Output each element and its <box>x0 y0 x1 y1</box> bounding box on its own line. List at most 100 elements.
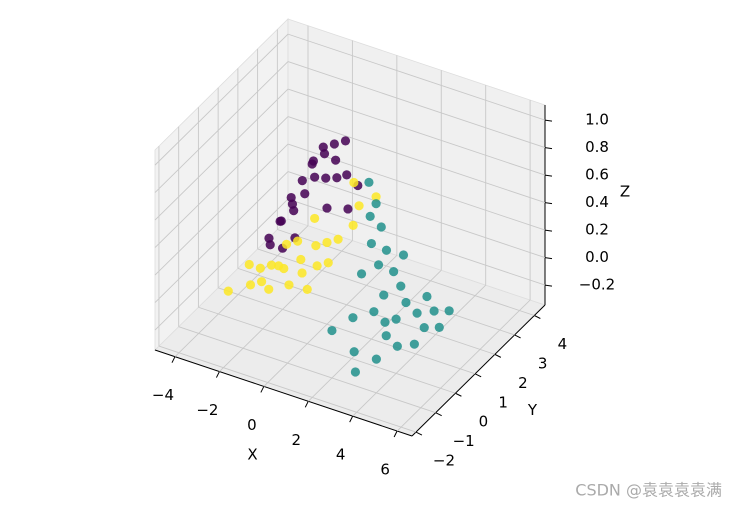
point <box>422 291 432 302</box>
point <box>356 269 367 279</box>
grid-line <box>154 198 289 331</box>
point <box>284 280 294 290</box>
x-tick-label: −2 <box>196 401 218 419</box>
grid-line <box>154 33 289 166</box>
point <box>364 177 374 187</box>
y-tick-label: −2 <box>433 452 455 470</box>
point <box>381 331 391 341</box>
point <box>389 267 399 277</box>
point <box>343 204 353 214</box>
point <box>256 277 267 287</box>
point <box>296 254 306 265</box>
z-tick <box>544 257 553 260</box>
point <box>371 354 381 364</box>
point <box>379 290 389 300</box>
point <box>380 317 390 327</box>
point <box>264 233 274 243</box>
point <box>412 308 422 318</box>
point <box>255 263 265 273</box>
grid-line <box>352 284 487 417</box>
point <box>348 220 358 230</box>
point <box>293 236 303 246</box>
x-tick <box>215 371 220 378</box>
point <box>391 314 401 324</box>
z-tick <box>544 147 553 150</box>
y-tick-label: 0 <box>479 413 489 431</box>
grid-line <box>287 171 546 259</box>
point <box>376 222 386 232</box>
grid-line <box>218 287 476 375</box>
point <box>318 142 328 152</box>
point <box>279 263 289 274</box>
grid-line <box>158 345 417 433</box>
z-tick-label: 0.0 <box>585 248 609 266</box>
point <box>276 216 286 226</box>
grid-line <box>287 88 546 176</box>
grid-line <box>287 143 546 231</box>
y-tick-label: 3 <box>538 354 548 372</box>
point <box>333 234 343 244</box>
point <box>396 281 406 291</box>
point <box>373 260 384 270</box>
x-tick <box>349 415 354 423</box>
point <box>409 339 419 349</box>
point <box>223 286 233 296</box>
point <box>342 170 352 180</box>
point <box>366 238 377 249</box>
y-tick <box>455 392 462 397</box>
point <box>329 139 339 149</box>
point <box>369 307 379 317</box>
y-tick <box>415 431 423 436</box>
point <box>323 258 333 268</box>
y-tick-label: −1 <box>453 432 475 450</box>
grid-line <box>263 255 398 387</box>
y-axis-label: Y <box>527 401 538 419</box>
grid-line <box>287 198 546 286</box>
point <box>297 268 307 278</box>
y-tick <box>435 412 442 417</box>
x-tick <box>393 430 398 438</box>
y-tick <box>494 353 502 358</box>
grid-line <box>307 269 442 402</box>
z-tick-label: 1.0 <box>585 111 609 129</box>
grid-line <box>178 326 436 414</box>
point <box>429 306 439 316</box>
point <box>434 322 444 333</box>
grid-line <box>154 61 289 193</box>
grid-line <box>154 88 289 221</box>
grid-line <box>154 116 289 248</box>
x-tick-label: 0 <box>247 416 257 434</box>
z-tick-label: 0.2 <box>585 221 609 239</box>
point <box>312 261 322 271</box>
x-tick <box>260 386 265 393</box>
point <box>300 189 310 199</box>
y-tick <box>514 334 521 339</box>
point <box>350 367 360 377</box>
point <box>444 306 454 316</box>
point <box>322 237 332 248</box>
point <box>322 203 332 213</box>
x-tick-label: −4 <box>152 386 174 404</box>
z-tick <box>544 202 553 205</box>
point <box>398 250 409 260</box>
grid-line <box>396 299 531 432</box>
y-tick-label: 2 <box>518 374 528 392</box>
point <box>307 159 317 169</box>
point <box>331 155 341 165</box>
point <box>310 213 320 224</box>
grid-line <box>287 61 546 149</box>
x-tick-label: 2 <box>291 431 301 449</box>
grid-line <box>277 229 535 316</box>
x-axis-line <box>154 349 413 437</box>
z-tick-label: 0.8 <box>585 138 609 156</box>
point <box>332 173 342 183</box>
point <box>302 284 312 294</box>
point <box>340 136 351 146</box>
point <box>327 325 337 336</box>
point <box>244 259 254 270</box>
point <box>281 239 292 249</box>
point <box>245 280 256 290</box>
grid-line <box>154 143 289 276</box>
point <box>349 347 359 357</box>
